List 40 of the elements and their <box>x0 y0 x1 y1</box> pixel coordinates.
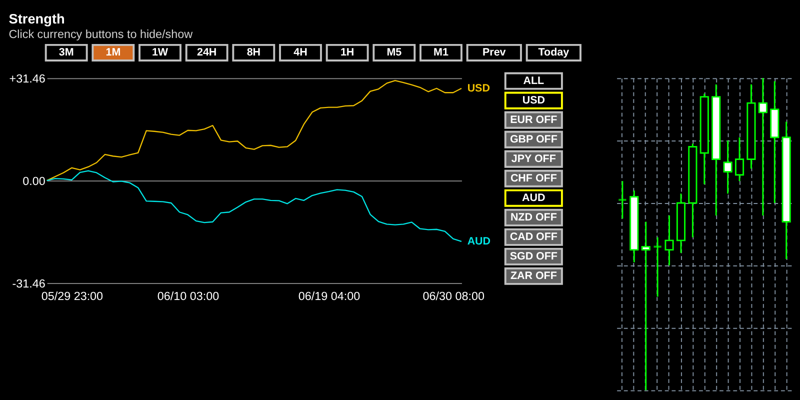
x-tick-label: 06/30 08:00 <box>422 290 486 304</box>
candlestick <box>734 136 744 182</box>
text: 24H <box>196 46 217 59</box>
text: 4H <box>294 46 308 59</box>
series-label: AUD <box>467 235 491 248</box>
chart-title: Strength <box>8 11 65 26</box>
text: CAD OFF <box>510 231 558 244</box>
text: 1H <box>340 46 354 59</box>
text: JPY OFF <box>511 153 556 165</box>
text: ZAR OFF <box>510 270 558 282</box>
text: M1 <box>434 46 448 59</box>
y-tick-label: -31.46 <box>12 277 46 290</box>
text: AUD <box>522 192 546 204</box>
y-tick-label: 0.00 <box>22 174 46 188</box>
line-series <box>46 80 462 182</box>
candlestick <box>618 180 626 220</box>
text: 8H <box>246 46 261 59</box>
text: EUR OFF <box>510 114 558 126</box>
text: CHF OFF <box>510 172 558 185</box>
text: GBP OFF <box>510 133 558 146</box>
candlestick <box>664 214 674 266</box>
text: 1M <box>106 46 121 59</box>
candlestick <box>723 140 732 194</box>
x-tick-label: 05/29 23:00 <box>41 290 104 304</box>
text: M5 <box>386 46 402 59</box>
text: 1W <box>152 46 169 59</box>
text: Today <box>538 46 570 59</box>
line-series <box>46 170 462 242</box>
candlestick <box>654 236 662 298</box>
text: ALL <box>523 74 545 87</box>
chart-subtitle: Click currency buttons to hide/show <box>8 28 194 42</box>
text: Prev <box>482 46 506 59</box>
text: USD <box>522 94 546 106</box>
x-tick-label: 06/19 04:00 <box>298 290 361 304</box>
y-tick-label: +31.46 <box>9 72 46 86</box>
text: SGD OFF <box>510 250 558 263</box>
text: 3M <box>58 46 74 59</box>
x-tick-label: 06/10 03:00 <box>157 290 220 304</box>
text: NZD OFF <box>510 212 558 224</box>
series-label: USD <box>467 82 490 94</box>
